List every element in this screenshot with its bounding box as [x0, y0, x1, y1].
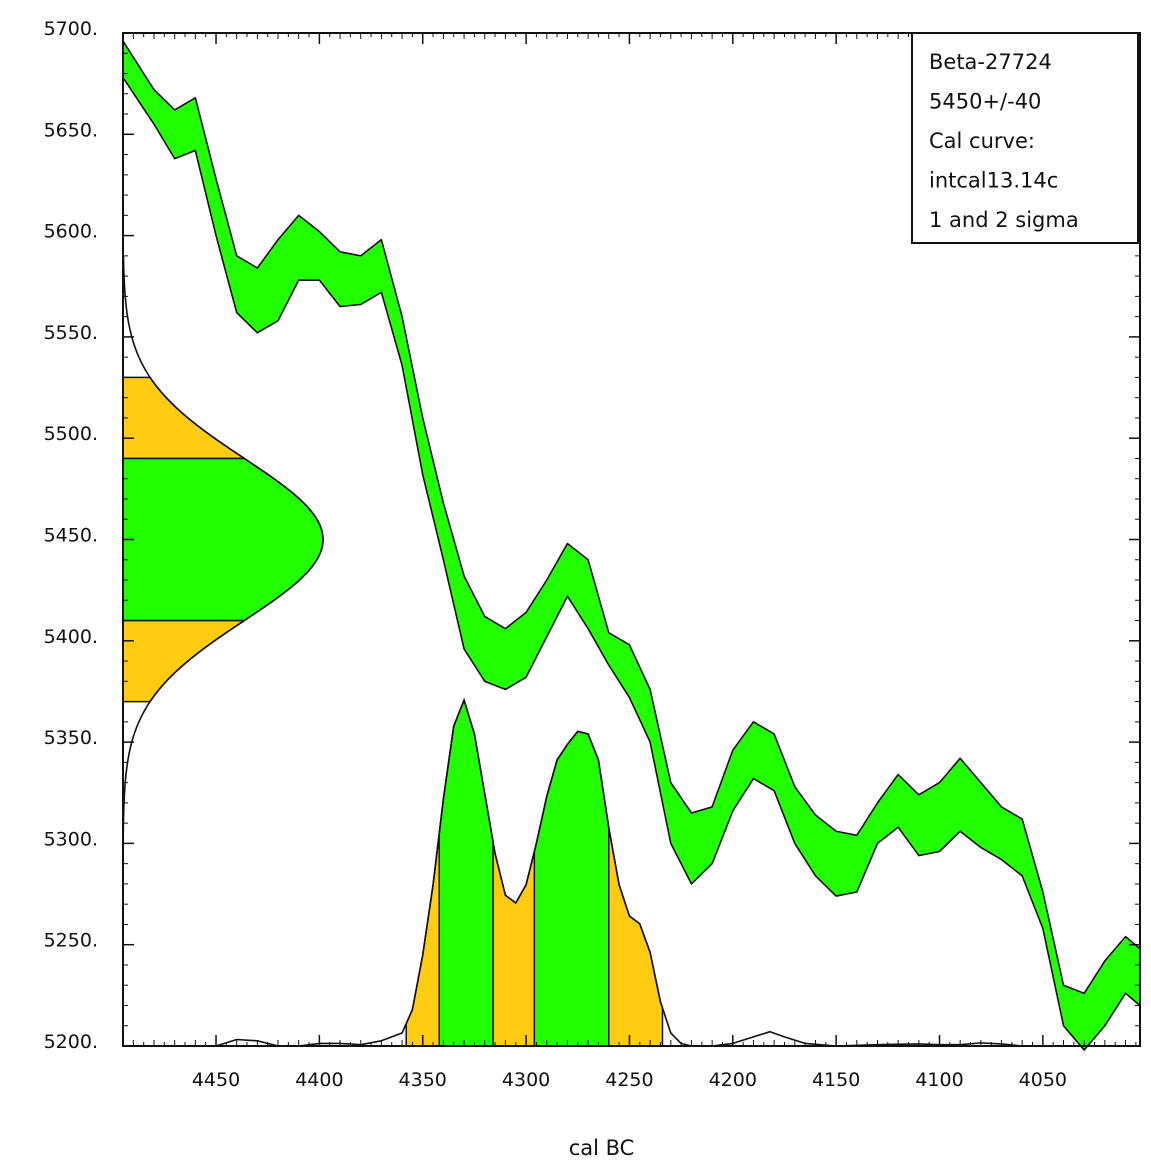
- y-tick-label: 5350.: [44, 727, 98, 749]
- y-tick-label: 5550.: [44, 322, 98, 344]
- legend-box: Beta-27724 5450+/-40 Cal curve: intcal13…: [911, 32, 1139, 244]
- x-tick-label: 4450: [192, 1069, 240, 1091]
- legend-line-sigma: 1 and 2 sigma: [929, 208, 1079, 232]
- legend-frame: [911, 32, 1139, 244]
- y-tick-label: 5250.: [44, 930, 98, 952]
- legend-line-date: 5450+/-40: [929, 90, 1041, 114]
- x-tick-label: 4400: [295, 1069, 343, 1091]
- y-tick-label: 5500.: [44, 423, 98, 445]
- y-tick-label: 5650.: [44, 119, 98, 141]
- legend-line-curve-label: Cal curve:: [929, 129, 1035, 153]
- x-tick-label: 4200: [709, 1069, 757, 1091]
- y-tick-label: 5200.: [44, 1031, 98, 1053]
- x-tick-label: 4350: [399, 1069, 447, 1091]
- x-axis-title: cal BC: [569, 1136, 635, 1160]
- plot-frame: [122, 32, 1141, 1047]
- x-tick-label: 4250: [605, 1069, 653, 1091]
- y-tick-label: 5450.: [44, 525, 98, 547]
- y-tick-label: 5300.: [44, 828, 98, 850]
- x-tick-label: 4150: [812, 1069, 860, 1091]
- x-tick-label: 4100: [915, 1069, 963, 1091]
- x-tick-label: 4050: [1019, 1069, 1067, 1091]
- legend-line-curve-name: intcal13.14c: [929, 169, 1058, 193]
- x-tick-label: 4300: [502, 1069, 550, 1091]
- y-tick-label: 5600.: [44, 221, 98, 243]
- y-tick-label: 5400.: [44, 626, 98, 648]
- labels-layer: 4450 4400 4350 4300 4250 4200 4150 4100 4050 5200…: [44, 18, 1067, 1091]
- y-tick-label: 5700.: [44, 18, 98, 40]
- legend-line-sample-id: Beta-27724: [929, 50, 1052, 74]
